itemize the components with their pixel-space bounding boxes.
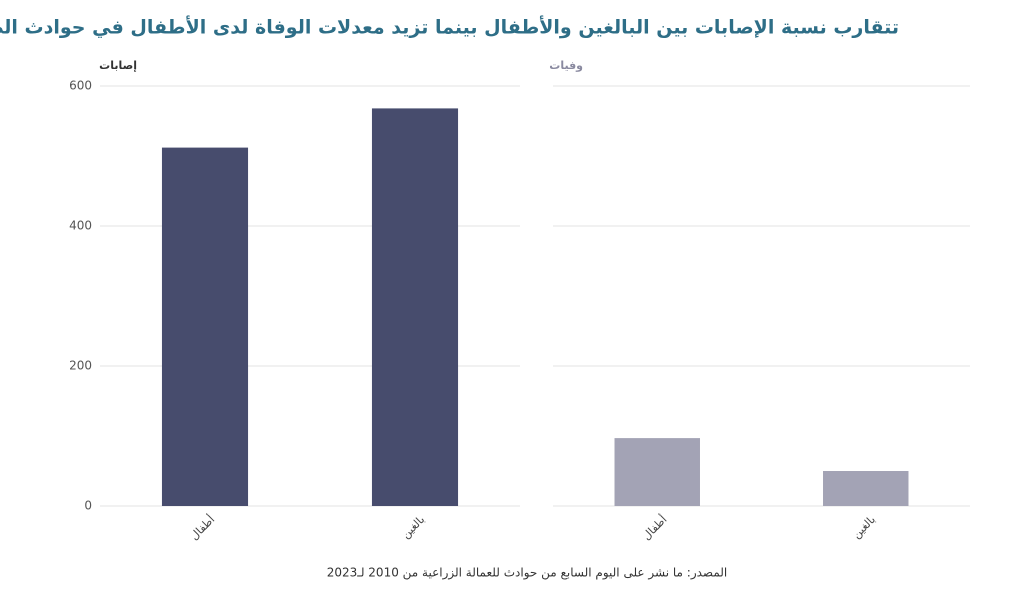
- y-tick-label: 200: [69, 359, 92, 373]
- bar: [614, 438, 700, 506]
- y-tick-label: 400: [69, 219, 92, 233]
- bar: [371, 108, 459, 507]
- x-tick-label: بالغين: [850, 513, 878, 541]
- x-tick-label: أطفال: [187, 512, 217, 542]
- x-tick-label: بالغين: [399, 513, 427, 541]
- y-tick-label: 600: [69, 79, 92, 93]
- facet-label: إصابات: [99, 59, 137, 72]
- bar: [161, 147, 249, 506]
- y-tick-label: 0: [84, 499, 92, 513]
- facet-label: وفيات: [549, 59, 583, 72]
- x-tick-label: أطفال: [639, 512, 669, 542]
- chart-title: تتقارب نسبة الإصابات بين البالغين والأطف…: [0, 16, 899, 39]
- bar: [823, 471, 909, 506]
- caption: المصدر: ما نشر على اليوم السابع من حوادث…: [327, 566, 728, 581]
